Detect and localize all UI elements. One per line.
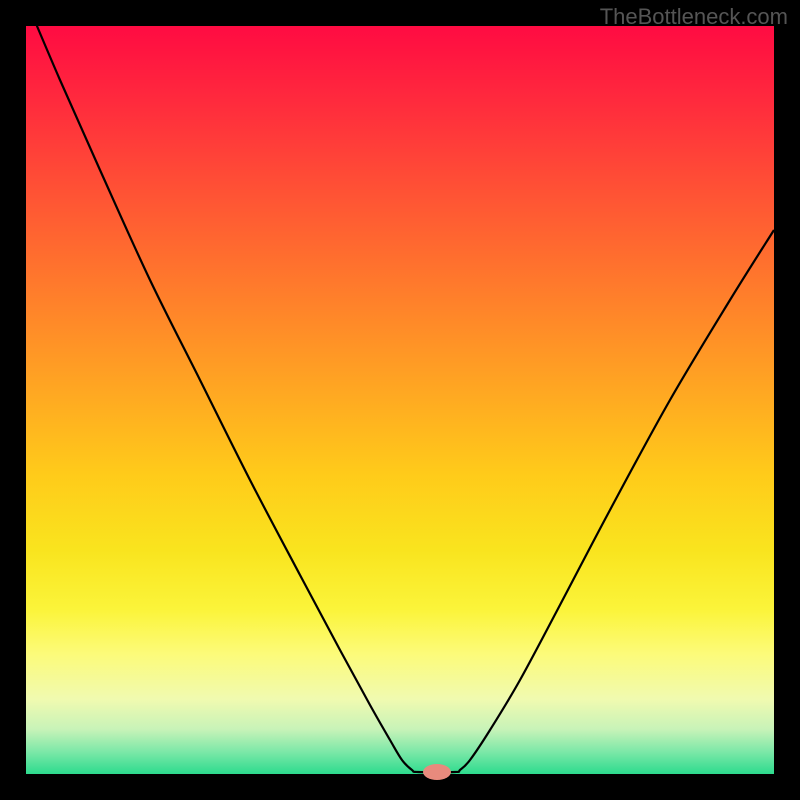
plot-background bbox=[26, 26, 774, 774]
chart-svg bbox=[0, 0, 800, 800]
bottleneck-chart: TheBottleneck.com bbox=[0, 0, 800, 800]
watermark-text: TheBottleneck.com bbox=[600, 4, 788, 30]
optimal-marker bbox=[423, 764, 451, 780]
